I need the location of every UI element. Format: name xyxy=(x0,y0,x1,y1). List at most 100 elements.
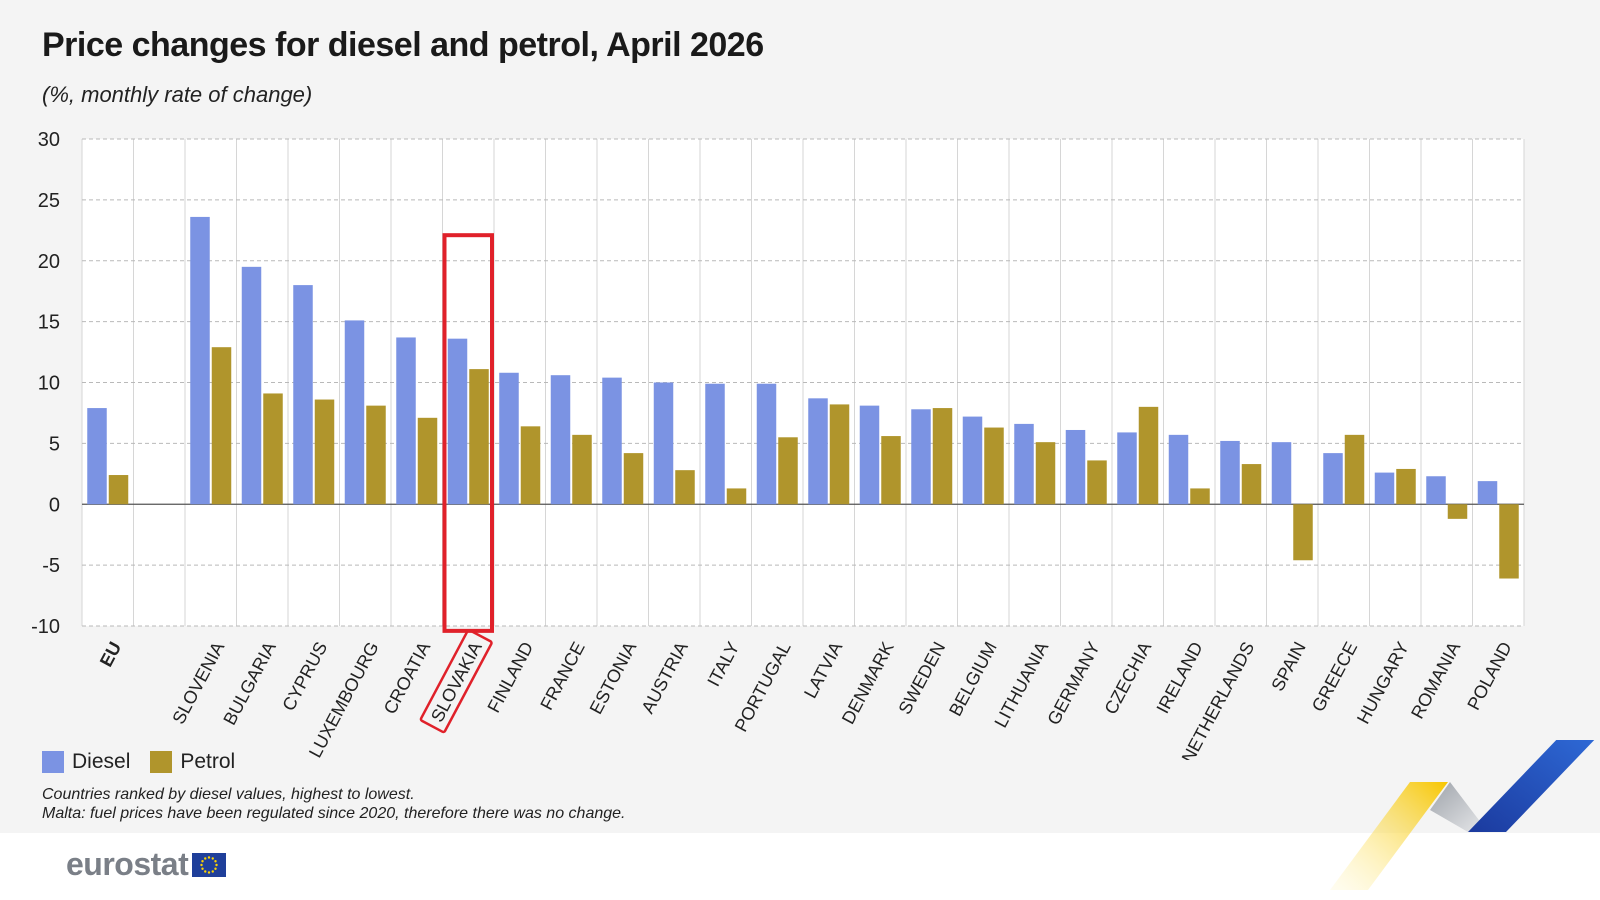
petrol-bar xyxy=(984,427,1004,505)
diesel-bar xyxy=(911,409,931,505)
diesel-bar xyxy=(1374,472,1395,505)
highlight-box xyxy=(419,233,494,734)
y-axis-ticks: 30 25 20 15 10 5 0 -5 -10 xyxy=(31,129,60,638)
diesel-bar xyxy=(499,372,519,505)
petrol-bar xyxy=(211,347,232,505)
petrol-bar xyxy=(1087,460,1107,505)
petrol-bar xyxy=(1396,468,1416,505)
diesel-bar xyxy=(808,398,828,505)
x-axis-labels: EU SLOVENIABULGARIACYPRUSLUXEMBOURGCROATI… xyxy=(96,638,1516,760)
diesel-bar xyxy=(1323,453,1343,505)
x-tick-label: EU xyxy=(96,638,125,669)
y-tick-label: 0 xyxy=(49,494,60,516)
flag-star xyxy=(208,855,211,859)
x-tick-label: LATVIA xyxy=(800,638,846,701)
diesel-bar xyxy=(87,408,107,505)
x-tick-label: AUSTRIA xyxy=(637,638,691,716)
legend: Diesel Petrol xyxy=(42,750,255,774)
bars xyxy=(87,216,1519,579)
flag-star xyxy=(208,870,211,874)
chart-subtitle: (%, monthly rate of change) xyxy=(42,82,313,107)
x-tick-label: IRELAND xyxy=(1152,638,1206,716)
flag-star xyxy=(204,856,207,860)
x-tick-label: DENMARK xyxy=(838,638,898,727)
petrol-bar xyxy=(1035,442,1056,505)
petrol-bar xyxy=(778,437,798,505)
x-tick-label: LITHUANIA xyxy=(990,638,1052,730)
petrol-bar xyxy=(366,405,386,505)
petrol-bar xyxy=(932,408,953,505)
x-tick-label: BULGARIA xyxy=(219,638,279,728)
petrol-bar xyxy=(1190,488,1210,505)
petrol-bar xyxy=(108,475,129,505)
petrol-bar xyxy=(675,470,695,505)
diesel-bar xyxy=(859,405,880,505)
petrol-bar xyxy=(1293,504,1313,561)
diesel-bar xyxy=(756,383,777,505)
petrol-bar xyxy=(1499,504,1519,579)
petrol-bar xyxy=(520,426,541,505)
logo-text: eurostat xyxy=(66,846,189,882)
x-tick-label: FRANCE xyxy=(536,638,588,713)
diesel-bar xyxy=(1014,423,1034,505)
petrol-bar xyxy=(263,393,283,505)
diesel-bar xyxy=(447,338,468,505)
diesel-bar xyxy=(602,377,622,505)
legend-item-diesel: Diesel xyxy=(42,750,130,774)
diesel-bar xyxy=(1220,440,1240,505)
plot-background xyxy=(82,139,1524,626)
x-tick-label: ROMANIA xyxy=(1407,638,1464,722)
petrol-bar xyxy=(726,488,747,505)
legend-swatch-petrol xyxy=(150,751,173,773)
petrol-bar xyxy=(469,369,489,505)
diesel-bar xyxy=(550,375,571,505)
petrol-bar xyxy=(1241,464,1262,505)
y-tick-label: -10 xyxy=(31,616,60,638)
x-tick-label: POLAND xyxy=(1463,638,1515,713)
petrol-bar xyxy=(572,434,592,505)
x-tick-label: GERMANY xyxy=(1043,638,1103,728)
y-tick-label: 10 xyxy=(38,373,60,395)
grid-lines xyxy=(81,138,1525,627)
petrol-bar xyxy=(417,417,438,505)
legend-item-petrol: Petrol xyxy=(150,750,235,774)
eurostat-logo: eurostat xyxy=(66,846,227,883)
x-tick-label: GREECE xyxy=(1308,638,1361,715)
x-tick-label: ITALY xyxy=(703,638,743,689)
footnote-ranking: Countries ranked by diesel values, highe… xyxy=(42,786,415,803)
highlight-column-box xyxy=(442,233,494,633)
y-tick-label: 30 xyxy=(38,129,60,151)
diesel-bar xyxy=(1426,476,1446,505)
diesel-bar xyxy=(344,320,365,505)
diesel-bar xyxy=(962,416,983,505)
flag-star xyxy=(214,859,217,862)
diesel-bar xyxy=(293,285,313,505)
petrol-bar xyxy=(623,453,644,505)
legend-swatch-diesel xyxy=(42,751,64,773)
highlight-label-box xyxy=(419,629,493,734)
flag-star xyxy=(214,867,217,870)
x-tick-label: ESTONIA xyxy=(586,638,641,717)
flag-star xyxy=(211,856,215,860)
y-tick-label: 20 xyxy=(38,251,60,273)
footnote-malta: Malta: fuel prices have been regulated s… xyxy=(42,805,626,822)
diesel-bar xyxy=(1477,481,1498,505)
diesel-bar xyxy=(190,216,210,505)
petrol-bar xyxy=(1344,434,1365,505)
flag-star xyxy=(204,869,207,873)
diesel-bar xyxy=(705,383,725,505)
y-tick-label: 15 xyxy=(38,312,60,334)
x-tick-label: CROATIA xyxy=(380,638,435,717)
x-tick-label: SLOVENIA xyxy=(168,638,228,727)
x-tick-label: FINLAND xyxy=(483,638,537,715)
eu-flag-icon xyxy=(192,852,227,877)
petrol-bar xyxy=(314,399,335,505)
flag-star xyxy=(200,863,203,866)
chart-title: Price changes for diesel and petrol, Apr… xyxy=(42,26,764,64)
diesel-bar xyxy=(653,382,674,505)
x-tick-label: SPAIN xyxy=(1267,638,1309,694)
x-tick-label: BELGIUM xyxy=(945,638,1001,719)
corner-decoration-icon xyxy=(1330,740,1595,890)
bar-chart: 30 25 20 15 10 5 0 -5 -10 EU SLOVENIABULGARIACYPR… xyxy=(31,129,1525,760)
flag-star xyxy=(211,869,215,873)
